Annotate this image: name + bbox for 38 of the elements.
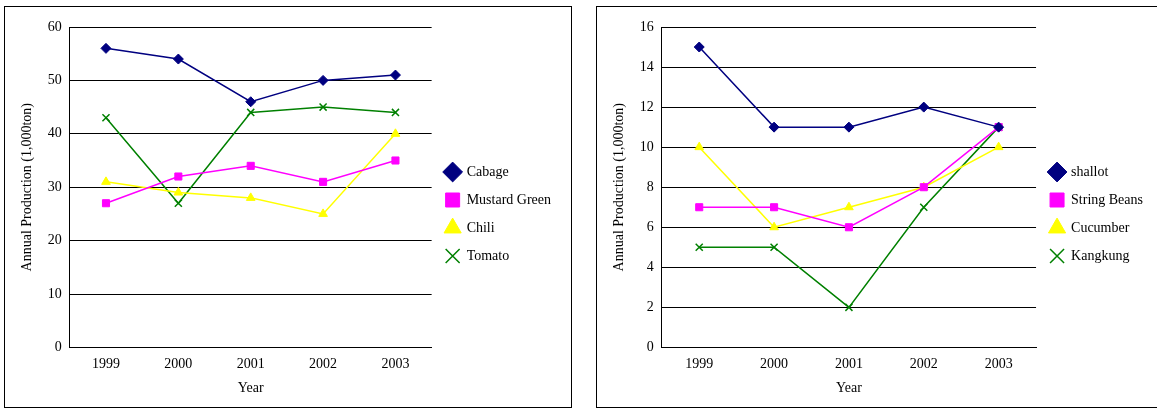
legend-label: Kangkung (1071, 247, 1130, 263)
legend-label: shallot (1071, 163, 1109, 179)
y-tick-label: 10 (639, 138, 654, 154)
y-tick-label: 0 (646, 339, 654, 355)
x-tick-label: 1999 (91, 356, 120, 372)
y-tick-label: 8 (646, 178, 654, 194)
x-tick-label: 2002 (309, 356, 338, 372)
y-tick-label: 30 (47, 178, 62, 194)
x-axis-title: Year (836, 380, 863, 396)
x-tick-label: 2001 (834, 356, 863, 372)
y-axis-title: Annual Production (1,000ton) (19, 102, 36, 272)
legend-label: Chili (466, 219, 495, 235)
y-tick-label: 4 (646, 258, 654, 274)
y-tick-label: 6 (646, 218, 654, 234)
x-tick-label: 2000 (164, 356, 193, 372)
x-axis-title: Year (237, 380, 264, 396)
legend-label: Cucumber (1071, 219, 1130, 235)
legend-label: Tomato (466, 247, 510, 263)
x-tick-label: 2000 (760, 356, 789, 372)
x-tick-label: 1999 (685, 356, 714, 372)
y-tick-label: 0 (54, 339, 62, 355)
x-tick-label: 2003 (984, 356, 1013, 372)
y-tick-label: 50 (47, 72, 62, 88)
y-tick-label: 60 (47, 18, 62, 34)
y-tick-label: 14 (639, 58, 654, 74)
legend-label: Mustard Green (466, 191, 552, 207)
legend-label: Cabage (466, 163, 509, 179)
y-tick-label: 20 (47, 232, 62, 248)
x-tick-label: 2001 (236, 356, 265, 372)
y-tick-label: 12 (639, 98, 654, 114)
x-tick-label: 2002 (909, 356, 938, 372)
y-axis-title: Annual Production (1,000ton) (611, 102, 628, 272)
legend-label: String Beans (1071, 191, 1144, 207)
y-tick-label: 2 (646, 299, 654, 315)
y-tick-label: 40 (47, 125, 62, 141)
x-tick-label: 2003 (381, 356, 410, 372)
y-tick-label: 10 (47, 285, 62, 301)
y-tick-label: 16 (639, 18, 654, 34)
